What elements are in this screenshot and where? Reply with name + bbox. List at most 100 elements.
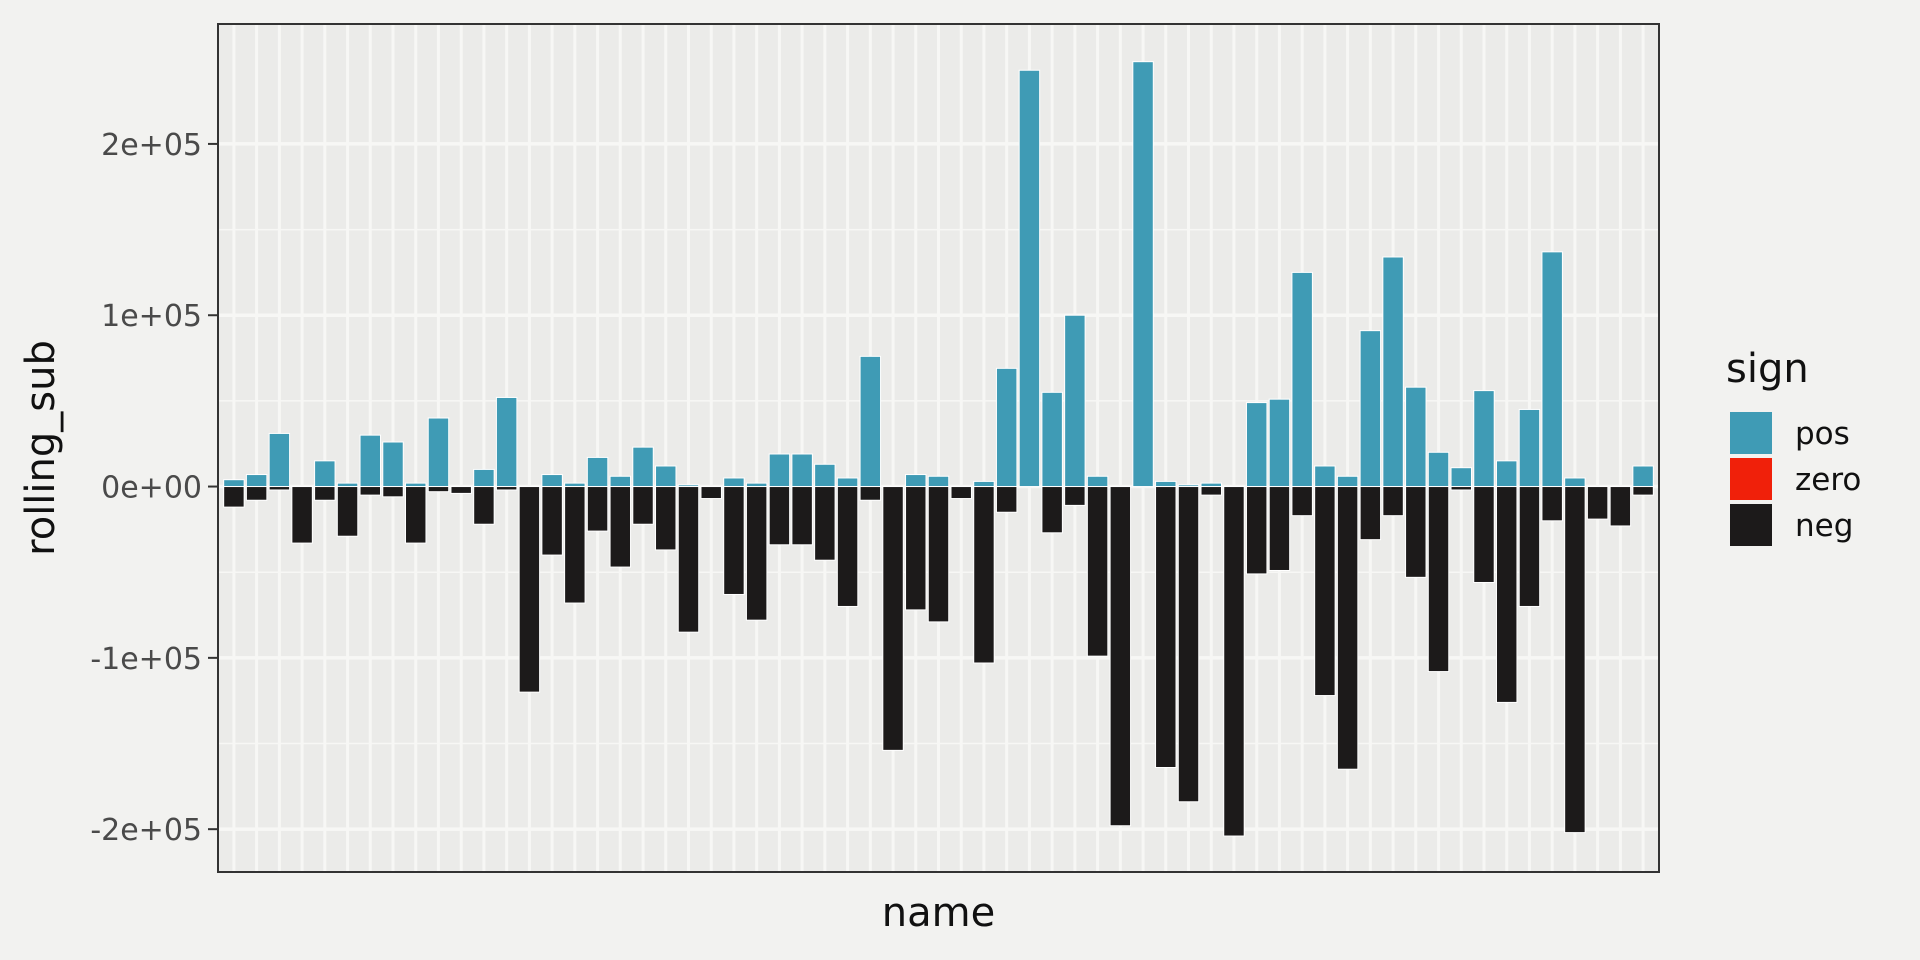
bar-neg [405, 486, 427, 544]
bar-neg [1632, 486, 1654, 496]
bar-pos [382, 441, 404, 488]
bar-neg [541, 486, 563, 556]
bar-neg [723, 486, 745, 595]
bar-neg [268, 486, 291, 491]
bar-neg [1586, 486, 1609, 520]
bar-pos [1291, 271, 1313, 488]
bar-neg [314, 486, 336, 501]
bar-pos [1245, 402, 1268, 488]
bar-neg [1405, 486, 1427, 578]
bar-neg [791, 486, 813, 546]
bar-pos [973, 480, 995, 488]
bar-neg [905, 486, 927, 611]
bar-neg [382, 486, 404, 498]
bar-pos [336, 482, 359, 488]
y-tick-label: -2e+05 [90, 813, 202, 848]
legend-title: sign [1726, 346, 1809, 392]
bar-neg [1245, 486, 1268, 575]
bar-pos [1155, 480, 1177, 488]
bar-pos [223, 479, 245, 488]
bar-pos [905, 474, 927, 488]
bar-neg [495, 486, 518, 491]
y-tick-label: 0e+00 [101, 471, 202, 506]
bar-pos [632, 446, 654, 488]
legend-key-pos [1730, 412, 1772, 454]
bar-neg [427, 486, 450, 493]
bar-pos [1405, 386, 1427, 488]
major-gridlines [218, 24, 1659, 872]
legend-label-zero: zero [1795, 462, 1861, 498]
bar-pos [791, 453, 813, 488]
legend-label-pos: pos [1795, 416, 1850, 452]
bar-neg [1427, 486, 1450, 673]
bar-pos [723, 477, 745, 488]
y-axis-title: rolling_sub [18, 340, 64, 556]
bar-pos [1473, 390, 1495, 488]
bar-neg [1223, 486, 1245, 837]
bar-pos [1359, 330, 1382, 488]
bar-pos [1018, 69, 1041, 488]
bar-pos [1086, 475, 1109, 488]
bar-neg [882, 486, 904, 751]
bar-neg [609, 486, 632, 568]
bar-neg [1041, 486, 1063, 534]
bar-pos [1064, 314, 1086, 488]
y-axis: -2e+05 -1e+05 0e+00 1e+05 2e+05 [90, 128, 218, 848]
bar-neg [1291, 486, 1313, 517]
bar-neg [1155, 486, 1177, 768]
bar-pos [859, 355, 882, 488]
bar-pos [586, 456, 609, 488]
bar-neg [1359, 486, 1382, 541]
bar-neg [745, 486, 768, 621]
bar-pos [564, 482, 586, 488]
bar-neg [336, 486, 359, 537]
bar-neg [1382, 486, 1404, 517]
bar-pos [745, 482, 768, 488]
y-tick-label: 1e+05 [101, 299, 202, 334]
bar-neg [1609, 486, 1632, 527]
bar-neg [859, 486, 882, 501]
y-tick-label: 2e+05 [101, 128, 202, 163]
bar-neg [995, 486, 1018, 513]
bar-neg [450, 486, 472, 494]
bar-pos [1518, 408, 1541, 488]
bar-neg [1336, 486, 1359, 770]
bar-neg [1109, 486, 1132, 827]
bar-pos [1427, 451, 1450, 488]
bar-pos [814, 463, 836, 488]
bar-pos [995, 367, 1018, 488]
bar-neg [518, 486, 541, 693]
bar-neg [473, 486, 495, 525]
legend: sign pos zero neg [1726, 346, 1861, 546]
bar-pos [473, 468, 495, 488]
bar-pos [655, 465, 677, 488]
bar-neg [973, 486, 995, 664]
legend-key-neg [1730, 504, 1772, 546]
bar-neg [700, 486, 722, 500]
bar-pos [1132, 61, 1154, 488]
bar-neg [768, 486, 791, 546]
bar-pos [541, 474, 563, 488]
bar-pos [609, 475, 632, 488]
bar-neg [655, 486, 677, 551]
bar-pos [495, 396, 518, 488]
bar-neg [814, 486, 836, 561]
bar-neg [632, 486, 654, 525]
bar-neg [223, 486, 245, 508]
bar-pos [927, 475, 950, 488]
bar-pos [359, 434, 382, 488]
bar-neg [1314, 486, 1336, 697]
bar-pos [405, 482, 427, 488]
bar-neg [677, 486, 700, 633]
bar-pos [1382, 256, 1404, 488]
legend-key-zero [1730, 458, 1772, 500]
bar-pos [1541, 251, 1563, 488]
bar-pos [1632, 465, 1654, 488]
legend-label-neg: neg [1795, 508, 1853, 544]
bar-pos [268, 432, 291, 488]
bar-pos [1314, 465, 1336, 488]
x-axis-title: name [882, 890, 995, 936]
bar-neg [927, 486, 950, 623]
bar-neg [1086, 486, 1109, 657]
